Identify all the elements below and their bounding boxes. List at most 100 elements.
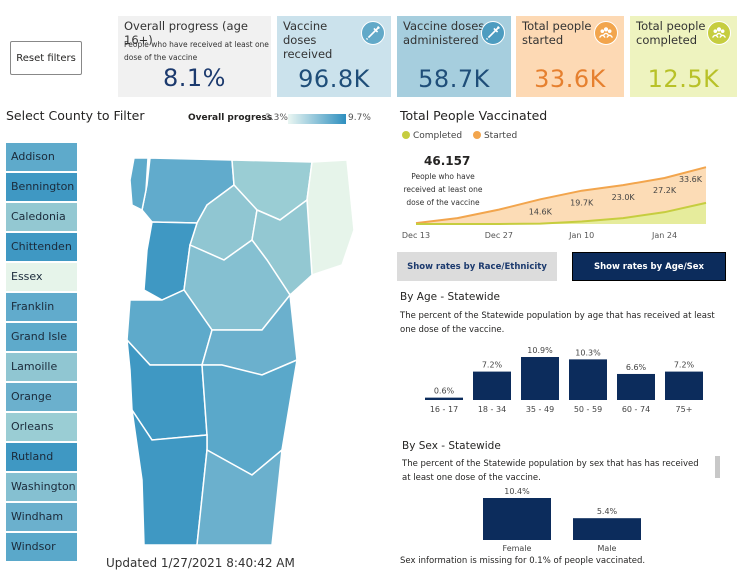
county-item-orange[interactable]: Orange — [6, 383, 77, 411]
sex-missing-note: Sex information is missing for 0.1% of p… — [400, 556, 646, 566]
legend-dot-completed — [402, 131, 410, 139]
by-age-title: By Age - Statewide — [400, 291, 500, 303]
county-item-grand-isle[interactable]: Grand Isle — [6, 323, 77, 351]
data-label: 19.7K — [570, 199, 594, 208]
by-age-description: The percent of the Statewide population … — [400, 311, 715, 335]
category-label: 18 - 34 — [478, 405, 506, 414]
kpi-people-completed: Total people completed 12.5K — [630, 16, 737, 97]
county-item-washington[interactable]: Washington — [6, 473, 77, 501]
kpi-value: 96.8K — [298, 65, 370, 93]
x-tick-label: Jan 10 — [568, 231, 594, 240]
kpi-title: Total people completed — [636, 19, 706, 47]
by-sex-description: The percent of the Statewide population … — [402, 459, 699, 483]
category-label: 35 - 49 — [526, 405, 554, 414]
bar — [483, 498, 551, 540]
syringe-icon — [481, 21, 505, 45]
by-sex-chart: 10.4% Female 5.4% Male — [483, 487, 641, 553]
category-label: Male — [598, 544, 617, 553]
show-race-ethnicity-button[interactable]: Show rates by Race/Ethnicity — [397, 252, 557, 281]
total-vaccinated-legend: Completed Started — [402, 131, 525, 141]
category-label: Female — [503, 544, 532, 553]
bar — [425, 397, 463, 400]
completed-line — [416, 201, 707, 225]
county-item-windham[interactable]: Windham — [6, 503, 77, 531]
syringe-icon — [361, 21, 385, 45]
bar-value-label: 0.6% — [434, 387, 455, 396]
description-scrollbar[interactable] — [715, 456, 720, 478]
bar-value-label: 5.4% — [597, 507, 618, 516]
by-sex-title: By Sex - Statewide — [402, 440, 501, 452]
show-age-sex-button[interactable]: Show rates by Age/Sex — [572, 252, 726, 281]
bar — [521, 357, 559, 400]
x-tick-label: Jan 24 — [651, 231, 677, 240]
bar — [665, 371, 703, 400]
bar-value-label: 10.3% — [575, 348, 601, 357]
legend-completed-label: Completed — [413, 131, 463, 141]
x-tick-label: Dec 27 — [485, 231, 513, 240]
map-county-essex[interactable] — [306, 159, 355, 277]
county-item-orleans[interactable]: Orleans — [6, 413, 77, 441]
people-group-icon — [594, 21, 618, 45]
bar-value-label: 10.4% — [504, 487, 530, 496]
legend-gradient — [288, 114, 346, 124]
category-label: 75+ — [676, 405, 693, 414]
kpi-title: Vaccine doses administered — [403, 19, 485, 47]
started-line — [415, 166, 707, 225]
people-group-icon — [707, 21, 731, 45]
vermont-county-map — [126, 157, 355, 546]
bar-value-label: 10.9% — [527, 346, 553, 355]
bar-value-label: 7.2% — [674, 361, 695, 370]
bar-value-label: 6.6% — [626, 363, 647, 372]
category-label: 60 - 74 — [622, 405, 650, 414]
kpi-doses-administered: Vaccine doses administered 58.7K — [397, 16, 511, 97]
category-label: 16 - 17 — [430, 405, 458, 414]
county-item-windsor[interactable]: Windsor — [6, 533, 77, 561]
total-vaccinated-title: Total People Vaccinated — [400, 108, 548, 123]
county-item-rutland[interactable]: Rutland — [6, 443, 77, 471]
bar — [573, 518, 641, 540]
bar-value-label: 7.2% — [482, 361, 503, 370]
kpi-people-started: Total people started 33.6K — [516, 16, 624, 97]
updated-timestamp: Updated 1/27/2021 8:40:42 AM — [106, 556, 295, 570]
kpi-title: Total people started — [522, 19, 592, 47]
kpi-doses-received: Vaccine doses received 96.8K — [277, 16, 391, 97]
completed-area — [416, 202, 706, 224]
x-tick-label: Dec 13 — [402, 231, 430, 240]
bar — [617, 373, 655, 400]
category-label: 50 - 59 — [574, 405, 602, 414]
county-item-caledonia[interactable]: Caledonia — [6, 203, 77, 231]
bar — [569, 359, 607, 400]
map-county-grand-isle[interactable] — [129, 157, 149, 212]
county-item-lamoille[interactable]: Lamoille — [6, 353, 77, 381]
reset-filters-button[interactable]: Reset filters — [10, 41, 82, 75]
bar — [473, 371, 511, 400]
legend-started-label: Started — [483, 131, 518, 141]
county-list: Addison Bennington Caledonia Chittenden Esse… — [6, 143, 77, 563]
kpi-subtitle: People who have received at least one do… — [124, 40, 269, 62]
county-item-chittenden[interactable]: Chittenden — [6, 233, 77, 261]
callout-text: People who have received at least one do… — [403, 172, 483, 207]
kpi-value: 12.5K — [647, 65, 720, 93]
legend-min: 3.3% — [265, 113, 288, 123]
kpi-title: Overall progress (age 16+) — [124, 19, 248, 47]
data-label: 14.6K — [529, 207, 553, 216]
legend-max: 9.7% — [348, 113, 371, 123]
callout-value: 46.157 — [424, 154, 471, 168]
county-item-bennington[interactable]: Bennington — [6, 173, 77, 201]
legend-started: Started — [472, 131, 518, 141]
county-filter-title: Select County to Filter — [6, 108, 145, 123]
kpi-overall-progress: Overall progress (age 16+) People who ha… — [118, 16, 271, 97]
legend-dot-started — [472, 131, 481, 139]
county-item-addison[interactable]: Addison — [6, 143, 77, 171]
kpi-title: Vaccine doses received — [283, 19, 333, 61]
data-label: 33.6K — [679, 175, 703, 184]
kpi-value: 8.1% — [163, 64, 226, 92]
county-item-franklin[interactable]: Franklin — [6, 293, 77, 321]
county-item-essex[interactable]: Essex — [6, 263, 77, 291]
map-county-windham[interactable] — [196, 448, 283, 546]
kpi-value: 58.7K — [418, 65, 490, 93]
data-label: 27.2K — [653, 186, 677, 195]
data-label: 23.0K — [612, 193, 636, 202]
legend-completed: Completed — [402, 131, 462, 141]
